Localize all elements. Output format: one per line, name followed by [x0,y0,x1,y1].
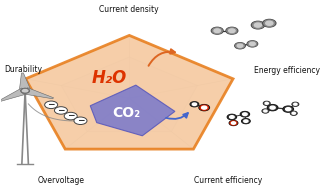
Circle shape [250,42,255,46]
Circle shape [202,106,207,109]
Circle shape [191,102,198,106]
Circle shape [293,103,298,106]
Circle shape [235,43,245,49]
Polygon shape [26,35,233,149]
Circle shape [232,122,236,124]
Circle shape [294,103,297,105]
Text: Current density: Current density [99,5,159,14]
Text: Energy efficiency: Energy efficiency [254,66,320,75]
Text: −: − [67,111,75,120]
Circle shape [227,28,237,34]
Circle shape [290,111,297,115]
Text: CO₂: CO₂ [112,106,140,120]
Text: −: − [47,100,55,109]
Circle shape [292,112,295,114]
Text: Durability: Durability [4,65,42,74]
Circle shape [240,112,250,117]
Circle shape [267,105,278,111]
Circle shape [264,20,275,26]
Circle shape [235,43,245,48]
Text: H₂O: H₂O [92,69,128,87]
Circle shape [21,88,29,93]
Circle shape [263,109,268,112]
Circle shape [270,106,275,109]
Circle shape [241,112,249,116]
Polygon shape [90,85,175,136]
Text: Overvoltage: Overvoltage [37,176,84,184]
Circle shape [200,105,209,110]
Circle shape [291,112,296,115]
Circle shape [264,110,267,112]
Circle shape [265,102,268,104]
Circle shape [230,121,237,125]
Circle shape [242,119,250,123]
Circle shape [212,28,222,34]
Circle shape [229,29,235,33]
Polygon shape [19,73,31,91]
Polygon shape [0,88,28,101]
Circle shape [251,21,265,29]
Circle shape [263,19,276,27]
Text: −: − [77,116,84,125]
Circle shape [237,44,243,47]
Circle shape [268,105,277,110]
Polygon shape [23,88,54,99]
Circle shape [247,41,258,47]
Circle shape [254,23,262,27]
Text: −: − [57,106,65,115]
Circle shape [230,116,234,118]
Text: Current efficiency: Current efficiency [195,176,263,184]
Circle shape [54,107,67,114]
Circle shape [283,106,293,112]
Circle shape [284,107,292,112]
Circle shape [190,102,199,107]
Circle shape [243,113,247,115]
Circle shape [74,117,87,125]
Circle shape [229,121,238,125]
Circle shape [252,22,264,28]
Circle shape [21,88,30,93]
Circle shape [211,27,223,34]
Circle shape [192,103,197,105]
Circle shape [242,119,250,124]
Circle shape [199,105,209,111]
Polygon shape [61,57,198,132]
Circle shape [262,109,269,113]
Circle shape [228,115,236,119]
Circle shape [45,101,58,108]
Circle shape [292,102,299,106]
Circle shape [264,102,269,105]
Circle shape [227,114,236,120]
Circle shape [285,108,291,111]
Circle shape [264,101,270,105]
Circle shape [214,29,220,33]
Circle shape [244,120,248,122]
Circle shape [248,41,257,46]
Circle shape [226,27,238,34]
Circle shape [266,21,273,25]
Circle shape [64,112,77,120]
